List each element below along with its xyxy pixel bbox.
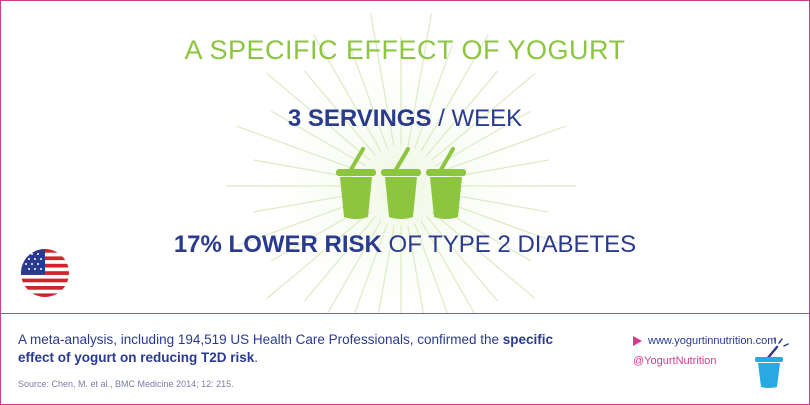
risk-line: 17% LOWER RISK OF TYPE 2 DIABETES (1, 231, 809, 259)
sunburst-ray (431, 211, 536, 299)
sunburst-ray (270, 110, 367, 167)
servings-per: WEEK (451, 105, 523, 132)
servings-separator: / (431, 105, 452, 132)
sunburst-ray (407, 13, 432, 147)
servings-line: 3 SERVINGS / WEEK (1, 105, 809, 133)
sunburst-ray (426, 216, 498, 302)
yogurt-cup-icon (336, 147, 376, 219)
sunburst-ray (304, 70, 376, 156)
sunburst-ray (349, 44, 388, 149)
sunburst-ray (236, 199, 364, 247)
sunburst-ray (266, 211, 371, 299)
footer-divider (1, 313, 809, 314)
page-title: A SPECIFIC EFFECT OF YOGURT (184, 35, 626, 65)
description-text: A meta-analysis, including 194,519 US He… (18, 332, 503, 347)
servings-unit: SERVINGS (307, 105, 432, 132)
us-flag-icon (21, 249, 69, 297)
twitter-handle-link[interactable]: @YogurtNutrition (633, 351, 776, 371)
description-highlight: specific effect of yogurt on reducing T2… (18, 332, 554, 365)
description-end: . (254, 350, 259, 365)
sunburst-ray (377, 225, 395, 313)
yogurt-cup-icon (381, 147, 421, 219)
risk-rest: OF TYPE 2 DIABETES (388, 231, 637, 258)
sunburst-ray (354, 223, 388, 313)
sunburst-ray (431, 73, 536, 161)
sunburst-ray (435, 110, 532, 167)
yogurt-logo-icon (755, 337, 789, 388)
sunburst-ray (236, 125, 364, 173)
website-text: www.yogurtinnutrition.com (648, 335, 777, 347)
sunburst-ray (414, 223, 448, 313)
sunburst-ray (438, 199, 566, 247)
risk-percent: 17% (173, 231, 222, 258)
risk-phrase: LOWER RISK (228, 231, 382, 258)
sunburst-ray (266, 73, 371, 161)
sunburst-ray (438, 125, 566, 173)
footer-links: www.yogurtinnutrition.com @YogurtNutriti… (633, 331, 776, 371)
yogurt-cup-icon (426, 147, 466, 219)
sunburst-ray (420, 220, 476, 313)
sunburst-ray (326, 220, 382, 313)
twitter-handle-text: @YogurtNutrition (633, 355, 717, 367)
footer-description: A meta-analysis, including 194,519 US He… (18, 331, 578, 367)
servings-number: 3 (287, 105, 302, 132)
sunburst-ray (407, 225, 425, 313)
sunburst-ray (414, 44, 453, 149)
sunburst-ray (312, 34, 382, 152)
sunburst-ray (420, 34, 490, 152)
website-link[interactable]: www.yogurtinnutrition.com (633, 331, 776, 351)
sunburst-ray (370, 13, 395, 147)
play-arrow-icon (633, 336, 642, 346)
sunburst-ray (304, 216, 376, 302)
source-citation: Source: Chen, M. et al., BMC Medicine 20… (18, 379, 234, 389)
sunburst-ray (426, 70, 498, 156)
hero-area: A SPECIFIC EFFECT OF YOGURT 3 SERVINGS /… (1, 1, 809, 313)
yogurt-cups-group (336, 147, 466, 219)
